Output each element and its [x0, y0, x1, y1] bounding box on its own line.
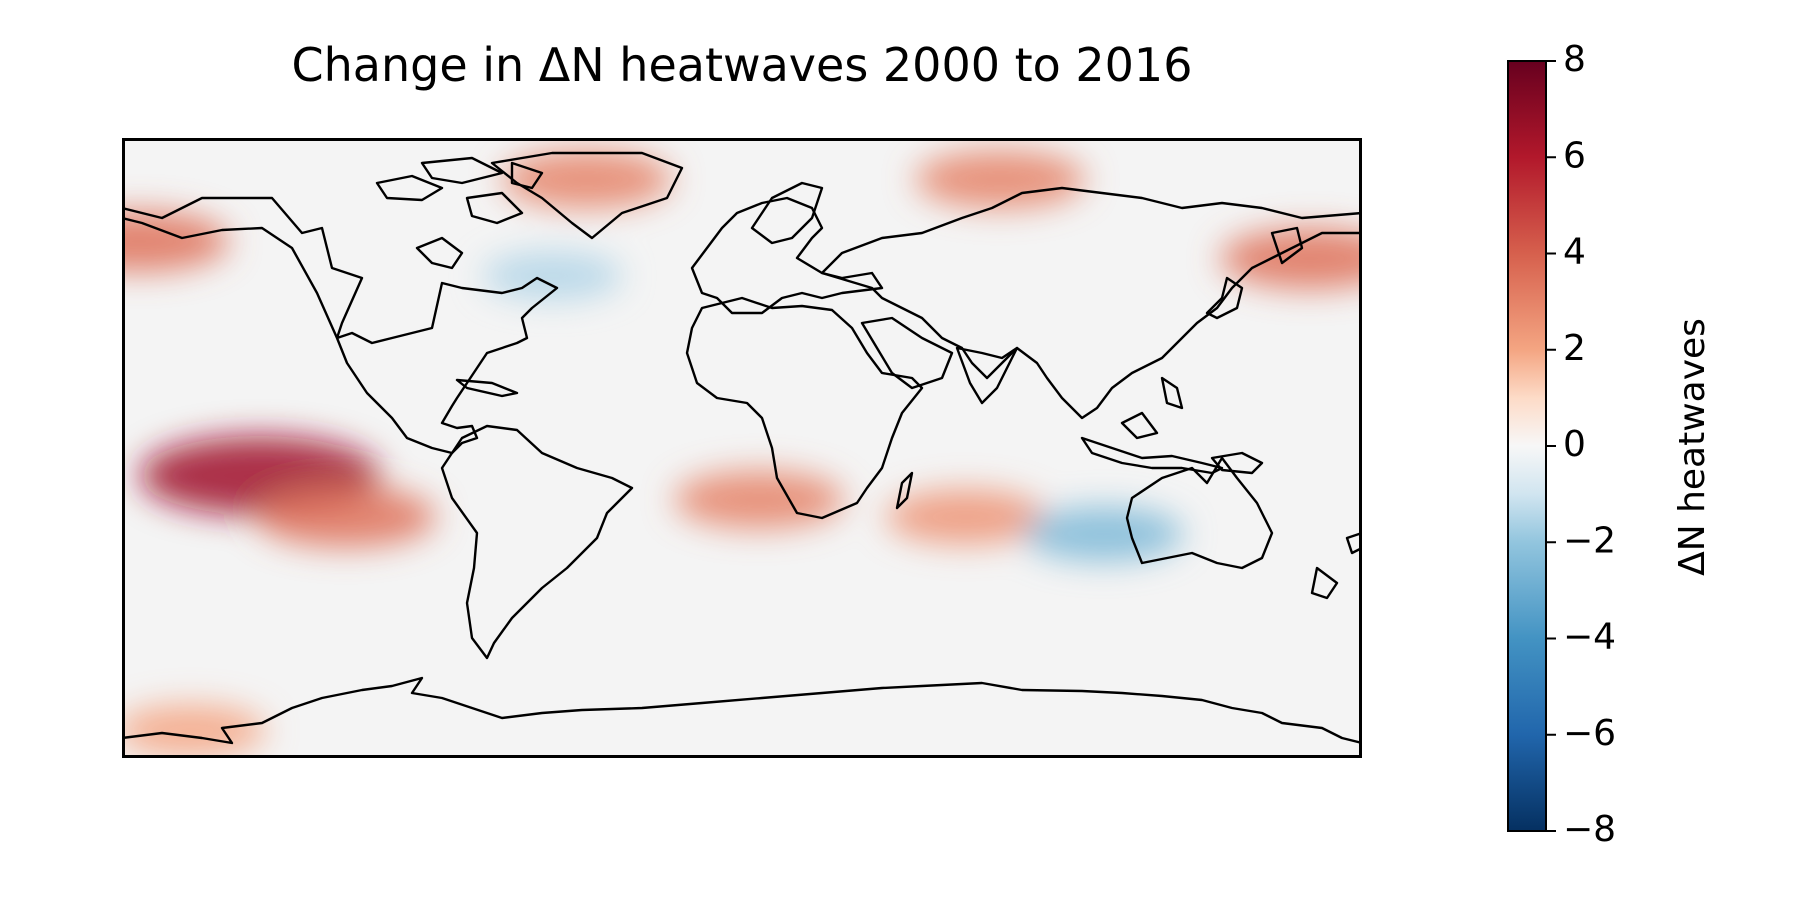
chart-title: Change in ΔN heatwaves 2000 to 2016 — [291, 38, 1193, 92]
colorbar-gradient — [1507, 60, 1547, 832]
colorbar-tick-label: −6 — [1563, 713, 1616, 754]
colorbar-tick-label: 6 — [1563, 135, 1586, 176]
coastline-asia — [820, 186, 1362, 420]
anomaly-region — [885, 489, 1046, 545]
colorbar-tick-label: 2 — [1563, 328, 1586, 369]
coastline-indonesia — [1080, 411, 1224, 475]
colorbar-tick-label: −8 — [1563, 809, 1616, 850]
coastline-australia — [1125, 456, 1274, 570]
colorbar-ticks: 8 6 4 2 0 −2 −4 −6 −8 — [1546, 39, 1616, 850]
coastline-new-zealand — [1310, 531, 1362, 600]
world-map-svg — [122, 138, 1362, 758]
anomaly-region — [122, 704, 266, 757]
colorbar: 8 6 4 2 0 −2 −4 −6 −8 ΔN heatwaves — [1507, 39, 1797, 850]
map-border — [122, 138, 1362, 758]
coastline-hudson-bay — [415, 236, 464, 270]
anomaly-layer — [122, 150, 1362, 757]
coastline-japan — [1205, 276, 1244, 320]
coastline-kamchatka — [1270, 226, 1304, 265]
coastline-new-guinea — [1210, 451, 1264, 475]
colorbar-tick-label: −4 — [1563, 617, 1616, 658]
coastline-arctic-islands — [375, 156, 544, 225]
colorbar-tick-label: 8 — [1563, 39, 1586, 80]
coastline-scandinavia — [750, 181, 824, 245]
coastline-philippines — [1160, 376, 1184, 410]
colorbar-tick-label: 0 — [1563, 424, 1586, 465]
coastline-north-america — [122, 196, 559, 455]
anomaly-region — [255, 486, 436, 548]
colorbar-label: ΔN heatwaves — [1672, 318, 1713, 576]
colorbar-tick-label: 4 — [1563, 232, 1586, 273]
colorbar-svg: 8 6 4 2 0 −2 −4 −6 −8 ΔN heatwaves — [1507, 39, 1713, 850]
coastline-antarctica — [122, 676, 1362, 745]
anomaly-region — [674, 470, 845, 529]
coastline-south-america — [440, 424, 634, 660]
coastlines — [122, 151, 1362, 745]
anomaly-region — [1220, 228, 1362, 290]
coastline-cuba — [455, 378, 519, 398]
coastline-africa — [685, 296, 924, 520]
coastline-india — [955, 346, 1019, 405]
colorbar-tick-label: −2 — [1563, 520, 1616, 561]
coastline-madagascar — [895, 471, 914, 510]
world-map — [122, 138, 1362, 758]
coastline-greenland — [490, 151, 684, 240]
anomaly-region — [915, 150, 1086, 209]
anomaly-region — [1023, 506, 1184, 562]
coastline-arabia — [860, 316, 954, 390]
anomaly-region — [502, 150, 672, 209]
